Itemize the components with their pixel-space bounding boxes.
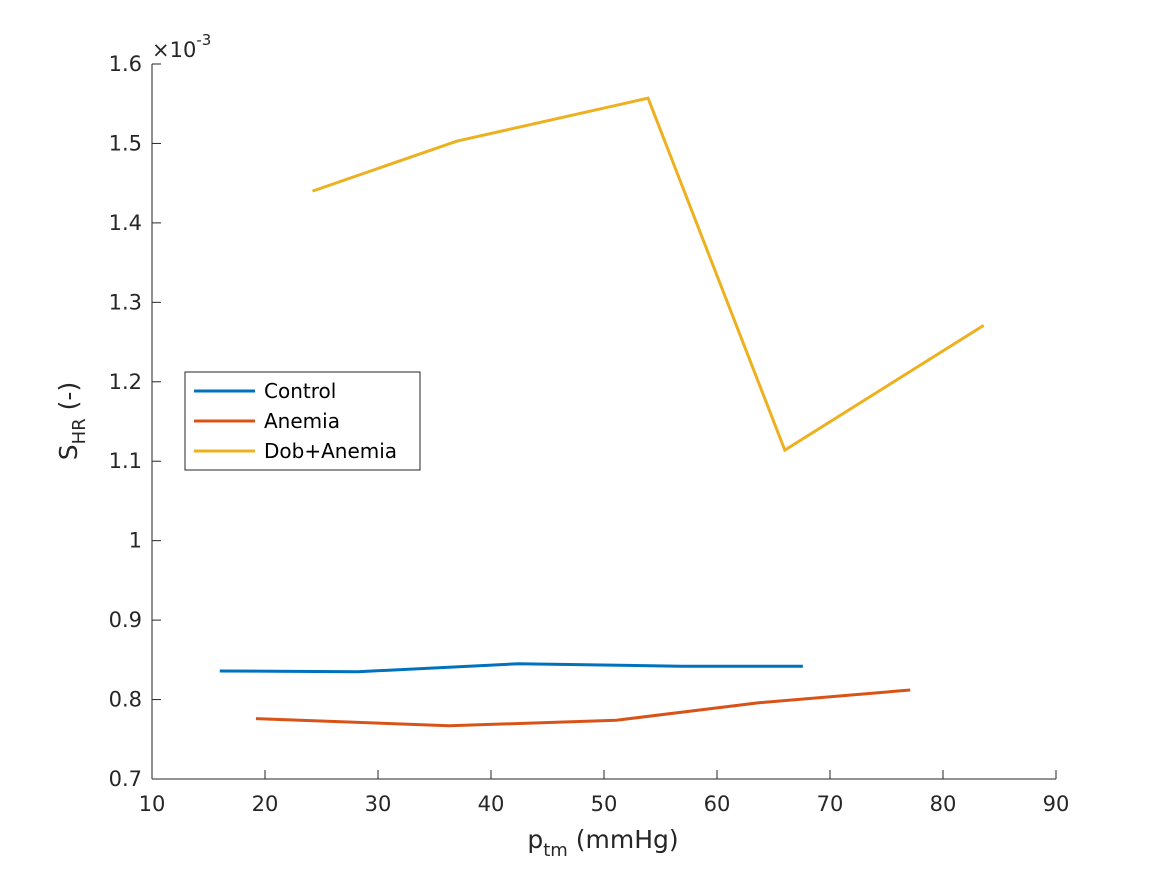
x-tick-label: 50	[591, 792, 618, 816]
x-tick-label: 90	[1043, 792, 1070, 816]
y-axis-title: SHR (-)	[54, 382, 90, 460]
x-tick-label: 80	[930, 792, 957, 816]
axes: 10 20 30 40 50 60 70 80 90 0.7 0.8 0.9 1 1.1 1.2 1.3 1.4…	[109, 52, 1070, 816]
legend-box	[184, 371, 421, 471]
series-line-control	[219, 662, 803, 674]
y-tick-label: 1.3	[109, 290, 142, 314]
series-layer	[219, 96, 985, 728]
x-tick-label: 60	[704, 792, 731, 816]
y-axis-multiplier: ×10-3	[152, 31, 211, 62]
y-axis-multiplier-exponent: -3	[196, 31, 211, 49]
x-tick-label: 40	[478, 792, 505, 816]
y-axis-title-rest: (-)	[54, 382, 83, 418]
x-axis-title-rest: (mmHg)	[568, 825, 679, 854]
y-tick-label: 1.5	[109, 131, 142, 155]
legend: Control Anemia Dob+Anemia	[184, 371, 421, 471]
y-axis-title-main: S	[54, 444, 83, 460]
x-axis-title-main: p	[527, 825, 543, 854]
x-axis-title-sub: tm	[543, 840, 568, 861]
legend-label-dob-anemia: Dob+Anemia	[264, 439, 397, 463]
x-tick-label: 70	[817, 792, 844, 816]
y-tick-label: 0.9	[109, 608, 142, 632]
y-tick-label: 0.8	[109, 688, 142, 712]
y-tick-label: 1.2	[109, 370, 142, 394]
series-line-dob-anemia	[311, 96, 985, 453]
legend-label-anemia: Anemia	[264, 409, 340, 433]
y-axis-multiplier-base: ×10	[152, 38, 196, 62]
x-tick-label: 20	[252, 792, 279, 816]
y-axis-title-sub: HR	[69, 418, 90, 444]
y-tick-label: 1	[129, 529, 142, 553]
y-tick-label: 1.6	[109, 52, 142, 76]
x-tick-label: 30	[365, 792, 392, 816]
y-tick-label: 1.4	[109, 211, 142, 235]
legend-label-control: Control	[264, 379, 336, 403]
x-tick-label: 10	[139, 792, 166, 816]
x-axis-title: ptm (mmHg)	[527, 825, 678, 861]
y-tick-label: 1.1	[109, 449, 142, 473]
y-tick-label: 0.7	[109, 767, 142, 791]
series-line-anemia	[255, 688, 911, 728]
